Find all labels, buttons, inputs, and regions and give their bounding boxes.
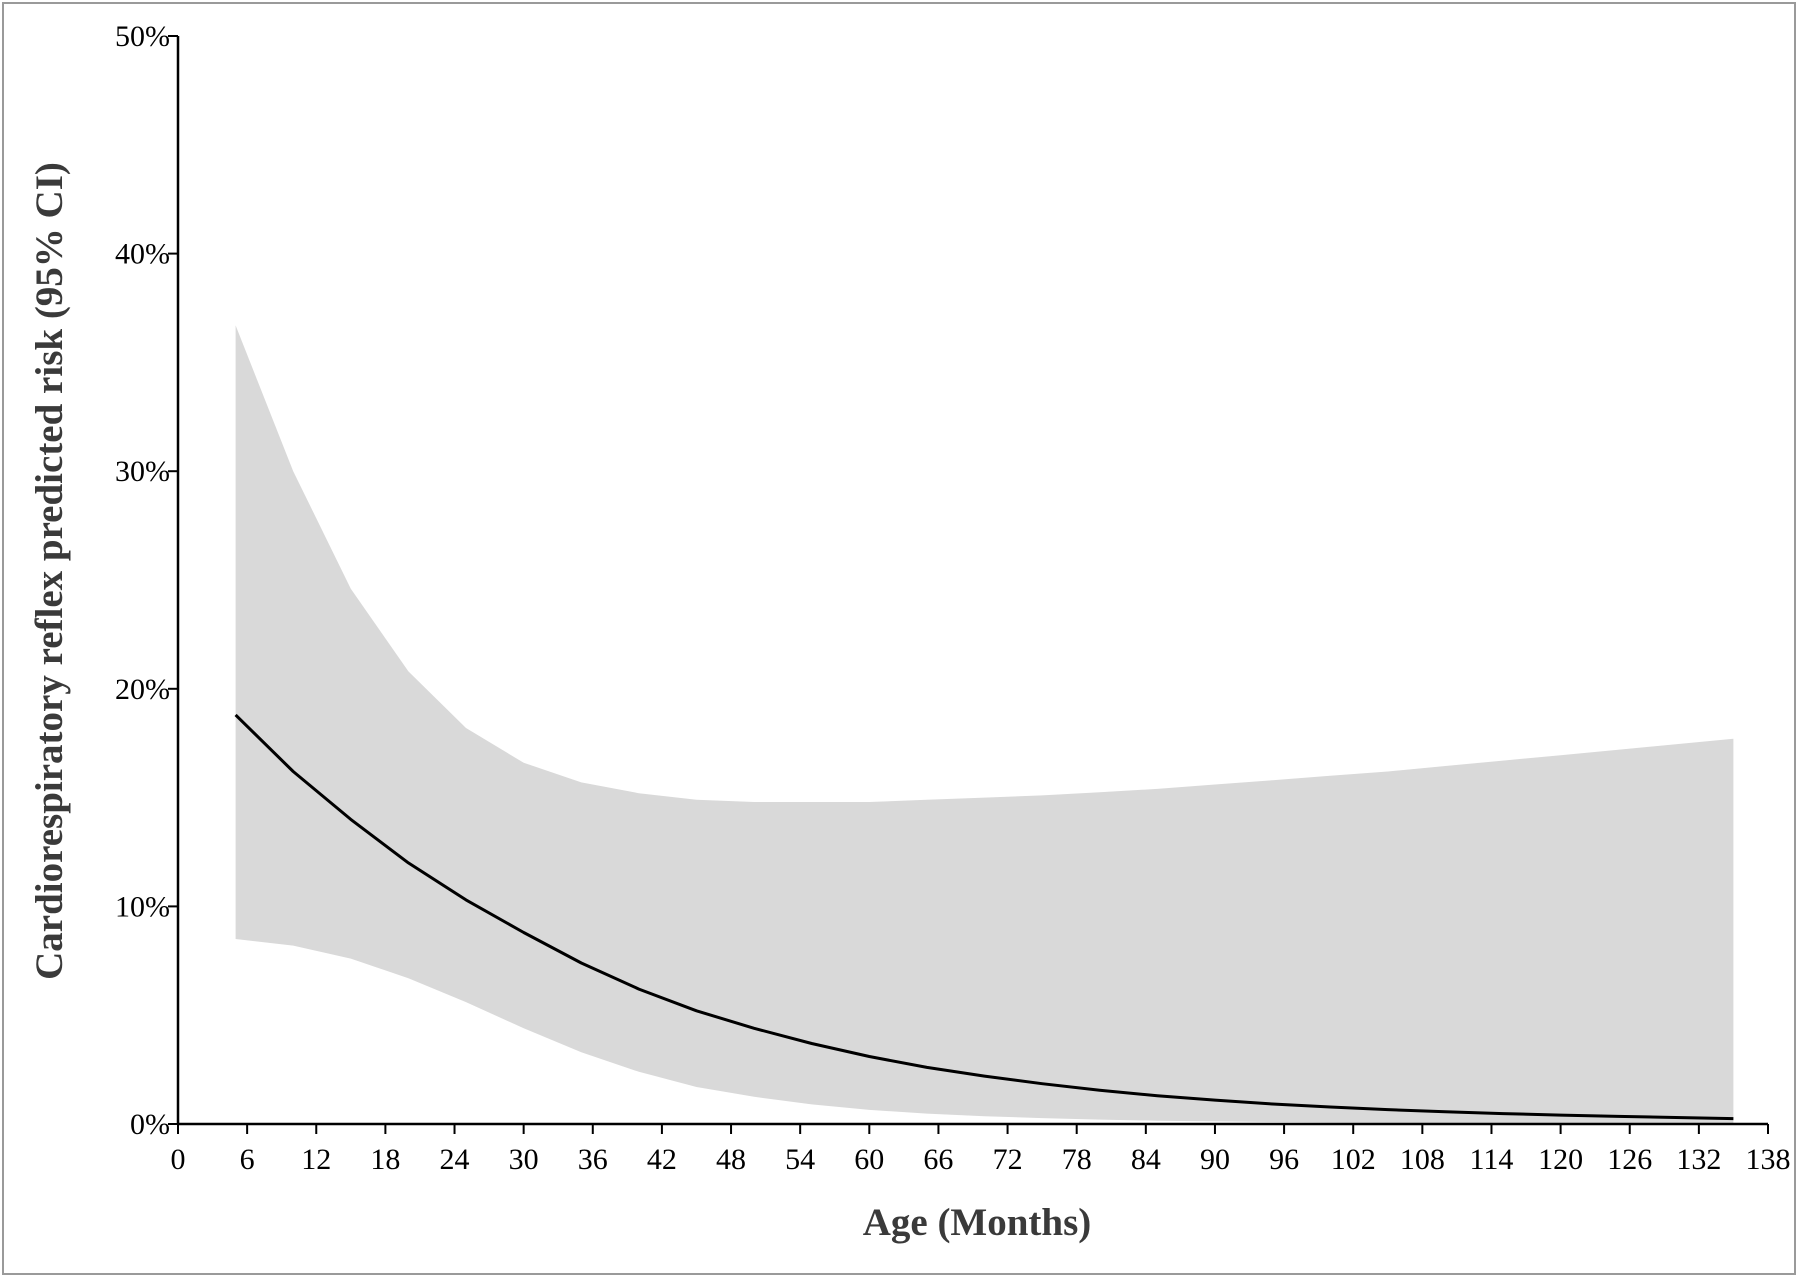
x-tick-label: 66 [923,1143,953,1176]
x-tick-label: 120 [1538,1143,1583,1176]
x-tick-label: 24 [440,1143,470,1176]
y-tick-label: 0% [130,1108,170,1141]
x-tick-label: 90 [1200,1143,1230,1176]
x-tick-label: 54 [785,1143,815,1176]
y-tick-label: 30% [115,455,170,488]
x-tick-label: 6 [240,1143,255,1176]
x-tick-label: 12 [301,1143,331,1176]
x-tick-label: 96 [1269,1143,1299,1176]
confidence-band-layer [235,325,1734,1124]
x-tick-label: 114 [1470,1143,1514,1176]
estimate-line [234,713,1734,1121]
x-tick-label: 84 [1131,1143,1161,1176]
x-tick-label: 108 [1400,1143,1445,1176]
confidence-band [235,325,1734,1124]
estimate-line-layer [234,713,1734,1121]
y-tick-label: 20% [115,673,170,706]
x-tick-label: 18 [370,1143,400,1176]
x-tick-label: 48 [716,1143,746,1176]
axes [176,36,1768,1126]
y-tick-label: 40% [115,238,170,271]
y-tick-label: 10% [115,890,170,923]
y-axis-ticks: 0% 10% 20% 30% 40% 50% [115,20,178,1141]
x-axis-title: Age (Months) [863,1201,1092,1244]
x-tick-label: 138 [1746,1143,1791,1176]
x-tick-label: 126 [1607,1143,1652,1176]
x-tick-label: 0 [171,1143,186,1176]
x-tick-label: 102 [1331,1143,1376,1176]
x-tick-label: 78 [1062,1143,1092,1176]
x-tick-label: 132 [1676,1143,1721,1176]
y-tick-label: 50% [115,20,170,53]
x-axis-ticks: 0 6 12 18 24 30 36 42 48 54 60 66 72 78 84 90 96 102 108 11… [171,1124,1791,1176]
y-axis-title: Cardiorespiratory reflex predicted risk … [28,162,71,980]
x-tick-label: 42 [647,1143,677,1176]
x-tick-label: 60 [854,1143,884,1176]
x-tick-label: 30 [509,1143,539,1176]
x-tick-label: 72 [993,1143,1023,1176]
x-tick-label: 36 [578,1143,608,1176]
